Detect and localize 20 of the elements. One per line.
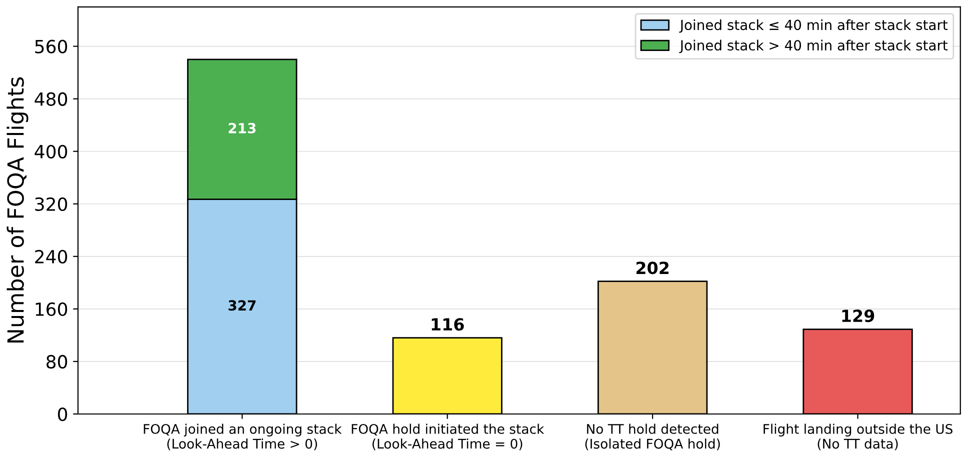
y-tick-label: 400 bbox=[34, 144, 68, 158]
data-label: 213 bbox=[228, 122, 256, 134]
legend-label: Joined stack > 40 min after stack start bbox=[679, 40, 948, 54]
x-tick-label: FOQA joined an ongoing stack (Look-Ahead Time > 0) bbox=[144, 424, 342, 450]
x-tick-label: Flight landing outside the US (No TT data) bbox=[764, 424, 952, 450]
y-tick-label: 240 bbox=[35, 250, 68, 264]
y-tick-label: 160 bbox=[36, 302, 68, 316]
data-label: 202 bbox=[636, 262, 669, 274]
x-tick-label: No TT hold detected (Isolated FOQA hold) bbox=[585, 424, 720, 450]
x-tick-label: FOQA hold initiated the stack (Look-Ahead Time = 0) bbox=[352, 424, 544, 450]
data-label: 129 bbox=[842, 310, 874, 322]
y-tick-label: 480 bbox=[34, 92, 68, 106]
y-tick-label: 320 bbox=[35, 197, 68, 211]
data-label: 327 bbox=[228, 300, 256, 311]
y-axis-title: Number of FOQA Flights bbox=[6, 77, 28, 342]
y-tick-label: 80 bbox=[46, 354, 68, 369]
y-tick-label: 0 bbox=[58, 407, 68, 422]
data-label: 116 bbox=[432, 318, 464, 331]
y-tick-label: 560 bbox=[35, 40, 68, 54]
legend-label: Joined stack ≤ 40 min after stack start bbox=[679, 19, 948, 33]
